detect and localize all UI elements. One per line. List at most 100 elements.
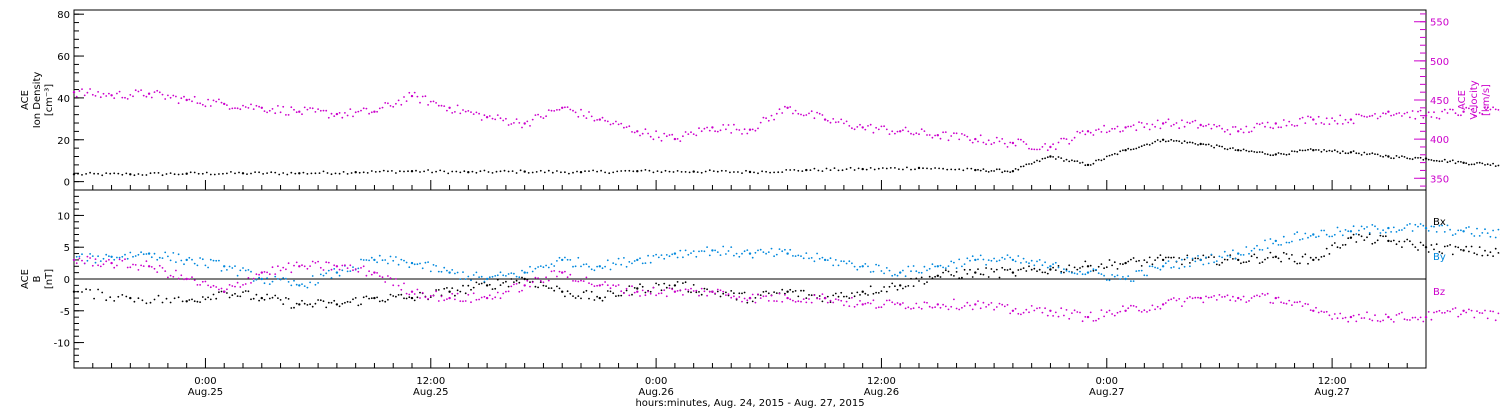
- density-dot: [773, 172, 775, 174]
- by-dot: [1296, 231, 1298, 233]
- bz-dot: [1253, 295, 1255, 297]
- bx-dot: [312, 306, 314, 308]
- by-dot: [484, 281, 486, 283]
- by-dot: [218, 260, 220, 262]
- density-dot: [645, 169, 647, 171]
- bz-dot: [1141, 311, 1143, 313]
- bx-dot: [535, 286, 537, 288]
- bx-dot: [1170, 257, 1172, 259]
- bx-dot: [1374, 242, 1376, 244]
- velocity-dot: [207, 99, 209, 101]
- bz-dot: [1267, 293, 1269, 295]
- bz-dot: [612, 284, 614, 286]
- by-dot: [457, 272, 459, 274]
- bx-dot: [1173, 257, 1175, 259]
- by-dot: [462, 271, 464, 273]
- bx-dot: [1318, 259, 1320, 261]
- bz-dot: [325, 261, 327, 263]
- bx-dot: [1015, 275, 1017, 277]
- density-dot: [1307, 149, 1309, 151]
- bx-dot: [752, 301, 754, 303]
- bz-dot: [422, 292, 424, 294]
- bx-dot: [315, 303, 317, 305]
- bz-dot: [985, 306, 987, 308]
- bz-dot: [170, 275, 172, 277]
- by-dot: [1452, 234, 1454, 236]
- bz-dot: [1280, 301, 1282, 303]
- bz-dot: [274, 273, 276, 275]
- velocity-dot: [650, 136, 652, 138]
- bx-dot: [924, 283, 926, 285]
- velocity-dot: [1146, 123, 1148, 125]
- density-dot: [158, 172, 160, 174]
- by-dot: [921, 272, 923, 274]
- velocity-dot: [647, 133, 649, 135]
- bx-dot: [1023, 267, 1025, 269]
- bz-dot: [690, 288, 692, 290]
- velocity-dot: [446, 110, 448, 112]
- density-dot: [572, 172, 574, 174]
- by-dot: [1219, 256, 1221, 258]
- density-dot: [1184, 140, 1186, 142]
- bz-dot: [1433, 312, 1435, 314]
- by-dot: [846, 263, 848, 265]
- bx-dot: [612, 292, 614, 294]
- density-dot: [902, 169, 904, 171]
- density-dot: [431, 172, 433, 174]
- bx-dot: [1243, 261, 1245, 263]
- density-dot: [1444, 159, 1446, 161]
- bz-dot: [864, 303, 866, 305]
- density-dot: [592, 170, 594, 172]
- bz-dot: [966, 302, 968, 304]
- by-dot: [698, 251, 700, 253]
- velocity-dot: [1143, 126, 1145, 128]
- by-dot: [451, 269, 453, 271]
- density-dot: [1235, 149, 1237, 151]
- bz-dot: [950, 306, 952, 308]
- velocity-dot: [1264, 126, 1266, 128]
- density-dot: [1066, 159, 1068, 161]
- by-dot: [623, 257, 625, 259]
- velocity-dot: [1361, 115, 1363, 117]
- bz-dot: [1052, 315, 1054, 317]
- bz-dot: [1229, 299, 1231, 301]
- bz-dot: [991, 302, 993, 304]
- bz-dot: [1178, 298, 1180, 300]
- bz-dot: [741, 301, 743, 303]
- velocity-dot: [154, 91, 156, 93]
- by-dot: [851, 262, 853, 264]
- bx-dot: [341, 303, 343, 305]
- velocity-dot: [408, 92, 410, 94]
- by-point: [110, 256, 112, 258]
- bx-dot: [1498, 252, 1500, 254]
- by-dot: [1339, 231, 1341, 233]
- bx-dot: [551, 287, 553, 289]
- bx-dot: [755, 297, 757, 299]
- bx-dot: [1143, 259, 1145, 261]
- density-dot: [1039, 160, 1041, 162]
- velocity-dot: [1347, 122, 1349, 124]
- bx-dot: [988, 276, 990, 278]
- bx-dot: [958, 277, 960, 279]
- velocity-dot: [1283, 119, 1285, 121]
- density-dot: [1157, 139, 1159, 141]
- by-dot: [1084, 273, 1086, 275]
- by-dot: [1404, 227, 1406, 229]
- bz-dot: [151, 266, 153, 268]
- velocity-dot: [1157, 120, 1159, 122]
- velocity-dot: [1111, 128, 1113, 130]
- bx-dot: [768, 292, 770, 294]
- bz-dot: [1074, 309, 1076, 311]
- by-dot: [108, 255, 110, 257]
- velocity-dot: [1095, 129, 1097, 131]
- by-dot: [357, 268, 359, 270]
- by-dot: [1492, 230, 1494, 232]
- by-dot: [977, 259, 979, 261]
- bx-point: [336, 303, 338, 305]
- density-dot: [721, 170, 723, 172]
- velocity-dot: [736, 129, 738, 131]
- bz-dot: [382, 276, 384, 278]
- by-dot: [1243, 254, 1245, 256]
- y-tick-label: -10: [54, 339, 70, 350]
- bx-dot: [577, 295, 579, 297]
